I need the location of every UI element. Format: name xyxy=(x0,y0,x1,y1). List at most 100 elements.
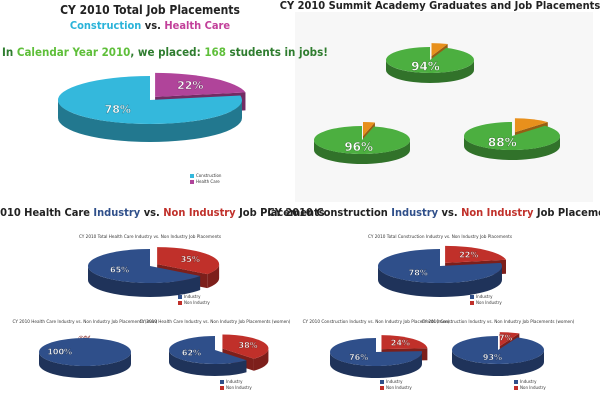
heading-part: vs. xyxy=(141,19,164,32)
pie-slice xyxy=(155,72,246,97)
legend-swatch xyxy=(470,301,474,305)
pie-slice-side xyxy=(378,266,502,297)
pie-slice xyxy=(377,249,502,283)
value-label: 24% xyxy=(391,338,410,347)
value-label: 22% xyxy=(177,79,203,92)
pie-slice xyxy=(313,126,410,154)
value-label: 100% xyxy=(47,348,72,357)
legend-swatch xyxy=(514,386,518,390)
pie-slice-side xyxy=(452,350,544,376)
legend-label: Non Industry xyxy=(520,385,546,390)
pie-slice xyxy=(464,122,561,151)
legend-label: Non Industry xyxy=(476,300,502,305)
value-label: 93% xyxy=(483,353,502,362)
heading-part: CY 2010 Summit Academy Graduates and Job… xyxy=(280,0,600,12)
heading-part: Job Placements xyxy=(533,206,600,219)
value-label: 7% xyxy=(499,333,513,342)
pie-slice xyxy=(88,249,201,284)
pie-slice xyxy=(363,122,375,137)
heading-part: Construction xyxy=(70,19,142,32)
pie-title: CY 2010 Health Care Industry vs. Non Ind… xyxy=(140,319,291,324)
heading-part: Industry xyxy=(391,206,438,219)
heading-part: In xyxy=(2,45,17,59)
pie-slice xyxy=(381,335,428,350)
value-label: 88% xyxy=(488,136,517,150)
pie-slice xyxy=(157,247,220,275)
pie-slice-side xyxy=(88,266,201,297)
value-label: 38% xyxy=(239,341,258,350)
value-label: 22% xyxy=(459,251,478,260)
pie-slice xyxy=(452,336,544,364)
legend-swatch xyxy=(380,380,384,384)
legend-label: Industry xyxy=(476,294,493,299)
legend-swatch xyxy=(220,386,224,390)
pie-slice xyxy=(222,334,269,359)
pie-slice xyxy=(168,336,247,365)
panel-background xyxy=(295,12,593,202)
value-label: 76% xyxy=(349,353,368,362)
pie-slice xyxy=(57,76,242,125)
pie-title: CY 2010 Construction Industry vs. Non In… xyxy=(303,319,450,324)
pie-slice xyxy=(39,338,131,366)
legend-label: Construction xyxy=(196,173,222,178)
legend-swatch xyxy=(514,380,518,384)
legend-swatch xyxy=(178,295,182,299)
pie-title: CY 2010 Total Health Care Industry vs. N… xyxy=(79,234,221,239)
pie-slice-side xyxy=(58,100,242,142)
pie-slice-side xyxy=(386,60,474,83)
heading-part: Health Care xyxy=(164,19,230,32)
value-label: 96% xyxy=(344,140,373,154)
legend-swatch xyxy=(220,380,224,384)
panel-heading: In Calendar Year 2010, we placed: 168 st… xyxy=(2,45,328,59)
value-label: 78% xyxy=(105,103,131,116)
panel-heading: CY 2010 Construction Industry vs. Non In… xyxy=(267,206,600,219)
panel-heading: CY 2010 Health Care Industry vs. Non Ind… xyxy=(0,206,325,219)
value-label: 94% xyxy=(411,60,440,74)
pie-slice xyxy=(514,118,548,133)
heading-part: CY 2010 Construction xyxy=(267,206,391,219)
value-label: 35% xyxy=(181,255,200,264)
pie-title: CY 2010 Health Care Industry vs. Non Ind… xyxy=(13,319,158,324)
heading-part: CY 2010 Health Care xyxy=(0,206,93,219)
legend-label: Industry xyxy=(386,379,403,384)
pie-slice-side xyxy=(330,352,422,378)
pie-slice xyxy=(330,338,423,367)
pie-slice xyxy=(499,332,520,347)
legend-swatch xyxy=(380,386,384,390)
pie-title: CY 2010 Total Construction Industry vs. … xyxy=(368,234,512,239)
heading-part: vs. xyxy=(438,206,461,219)
value-label: 62% xyxy=(182,348,201,357)
heading-part: CY 2010 Total Job Placements xyxy=(60,3,240,17)
panel-heading: CY 2010 Total Job Placements xyxy=(60,3,240,17)
legend-label: Non Industry xyxy=(184,300,210,305)
legend-label: Health Care xyxy=(196,179,220,184)
pie-slice-side xyxy=(314,140,410,164)
panel-heading: CY 2010 Summit Academy Graduates and Job… xyxy=(280,0,600,12)
legend-swatch xyxy=(470,295,474,299)
heading-part: Industry xyxy=(93,206,140,219)
value-label: 78% xyxy=(409,269,428,278)
pie-slice-side xyxy=(207,264,220,289)
pie-slice-side xyxy=(169,350,247,376)
pie-slice xyxy=(385,47,475,73)
heading-part: Non Industry xyxy=(461,206,534,219)
heading-part: Calendar Year 2010 xyxy=(17,45,131,59)
pie-title: CY 2010 Construction Industry vs. Non In… xyxy=(422,319,575,324)
legend-label: Non Industry xyxy=(386,385,412,390)
pie-slice xyxy=(445,245,507,263)
value-label: 65% xyxy=(110,266,129,275)
pie-slice-side xyxy=(253,348,269,371)
heading-part: 168 xyxy=(204,45,226,59)
legend-label: Industry xyxy=(520,379,537,384)
heading-part: vs. xyxy=(140,206,163,219)
legend-swatch xyxy=(190,180,194,184)
heading-part: students in jobs! xyxy=(226,45,328,59)
heading-part: Job Placements xyxy=(236,206,325,219)
panel-heading: Construction vs. Health Care xyxy=(70,19,231,32)
heading-part: , we placed: xyxy=(130,45,204,59)
legend-label: Non Industry xyxy=(226,385,252,390)
pie-slice-side xyxy=(39,352,131,378)
legend-swatch xyxy=(178,301,182,305)
